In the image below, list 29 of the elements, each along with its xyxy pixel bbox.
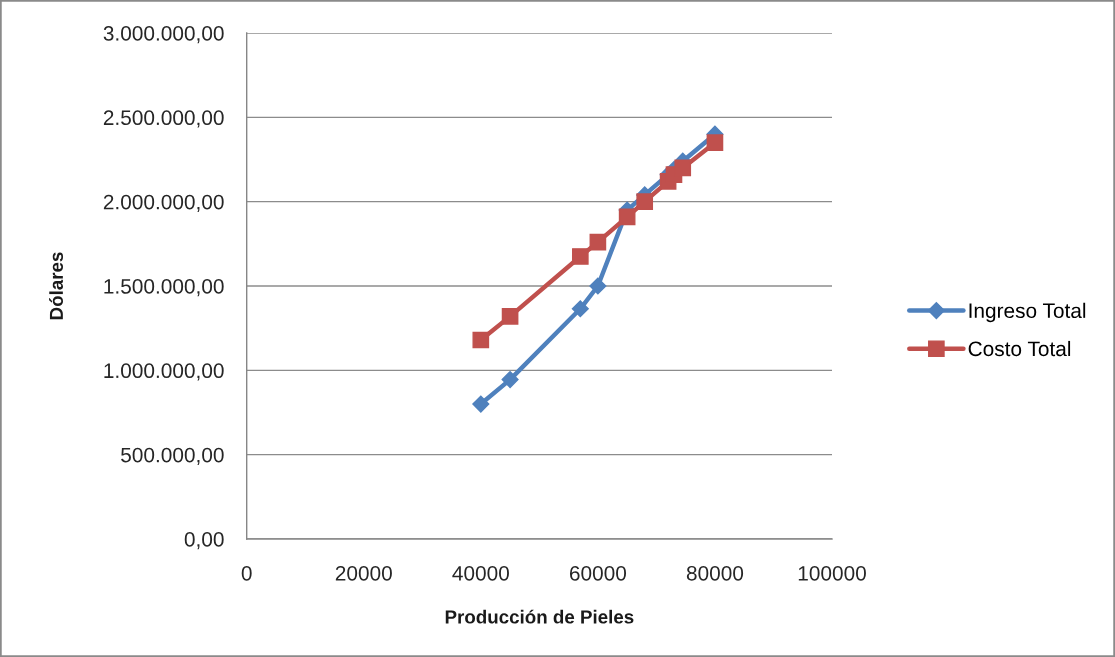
- legend-label: Ingreso Total: [969, 302, 1086, 323]
- y-tick-label: 1.500.000,00: [104, 279, 224, 297]
- legend-label: Costo Total: [968, 340, 1071, 357]
- y-tick-label: 0,00: [184, 532, 224, 550]
- x-tick-label: 60000: [569, 565, 627, 581]
- x-tick-label: 100000: [798, 565, 866, 581]
- point: [571, 300, 589, 318]
- y-tick-label: 2.000.000,00: [103, 194, 224, 212]
- y-tick-label: 2.500.000,00: [103, 110, 224, 128]
- x-tick-label: 80000: [686, 565, 744, 581]
- point: [618, 208, 636, 226]
- y-tick-label: 500.000,00: [121, 447, 224, 465]
- point: [501, 308, 519, 325]
- point: [636, 193, 654, 211]
- x-axis-title: Producción de Pieles: [445, 609, 634, 624]
- point: [706, 134, 724, 151]
- point: [589, 277, 607, 295]
- point: [501, 371, 519, 389]
- y-axis-title: Dólares: [49, 252, 64, 320]
- point: [674, 159, 692, 177]
- point: [571, 248, 589, 265]
- x-tick-label: 40000: [452, 565, 509, 581]
- point: [589, 233, 607, 251]
- x-tick-label: 20000: [335, 565, 392, 581]
- y-tick-label: 1.000.000,00: [104, 363, 224, 381]
- x-tick-label: 0: [241, 565, 252, 581]
- point: [472, 331, 490, 349]
- point: [472, 395, 490, 413]
- y-tick-label: 3.000.000,00: [103, 26, 224, 44]
